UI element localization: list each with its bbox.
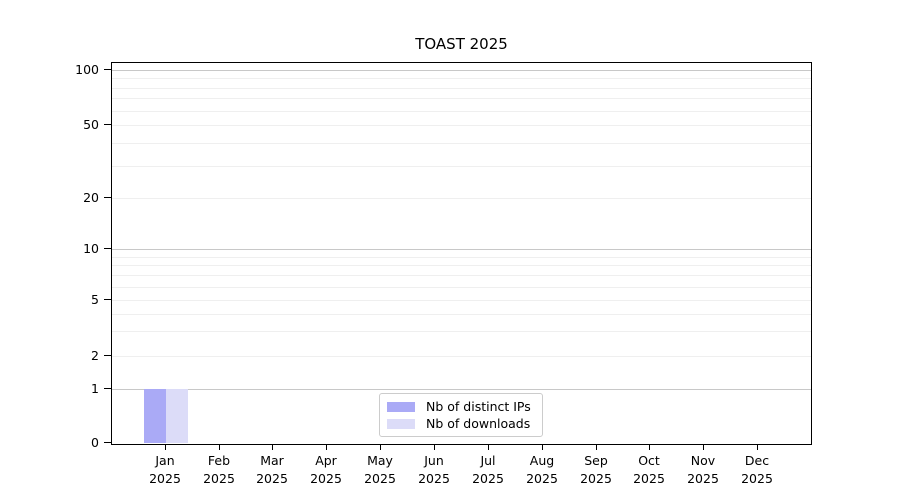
x-tick-month: Mar xyxy=(260,453,284,468)
x-tick-month: Feb xyxy=(207,453,231,468)
x-tick-mark-apr xyxy=(326,444,327,450)
y-tick-mark-0 xyxy=(104,442,111,443)
y-tick-label-1: 1 xyxy=(91,381,99,396)
x-tick-year: 2025 xyxy=(472,471,504,486)
legend-item-downloads: Nb of downloads xyxy=(387,415,535,432)
x-tick-year: 2025 xyxy=(633,471,665,486)
y-tick-mark-1 xyxy=(104,388,111,389)
x-tick-year: 2025 xyxy=(310,471,342,486)
x-tick-label-jan: Jan 2025 xyxy=(133,452,197,488)
x-tick-label-oct: Oct 2025 xyxy=(617,452,681,488)
x-tick-month: Oct xyxy=(638,453,660,468)
legend-label-downloads: Nb of downloads xyxy=(426,415,531,431)
x-tick-month: Sep xyxy=(584,453,608,468)
y-gridline-30 xyxy=(112,166,811,167)
x-tick-mark-aug xyxy=(542,444,543,450)
x-tick-label-nov: Nov 2025 xyxy=(671,452,735,488)
x-tick-label-apr: Apr 2025 xyxy=(294,452,358,488)
x-tick-mark-nov xyxy=(703,444,704,450)
x-tick-year: 2025 xyxy=(149,471,181,486)
y-gridline-8 xyxy=(112,265,811,266)
x-tick-label-may: May 2025 xyxy=(348,452,412,488)
y-gridline-10 xyxy=(112,249,811,250)
x-tick-mark-may xyxy=(380,444,381,450)
x-tick-label-aug: Aug 2025 xyxy=(510,452,574,488)
y-tick-label-10: 10 xyxy=(83,241,99,256)
x-tick-label-dec: Dec 2025 xyxy=(725,452,789,488)
legend-swatch-downloads-icon xyxy=(387,418,415,429)
x-tick-mark-sep xyxy=(596,444,597,450)
y-tick-label-20: 20 xyxy=(83,190,99,205)
y-tick-mark-50 xyxy=(104,124,111,125)
y-tick-label-2: 2 xyxy=(91,348,99,363)
x-tick-month: Jan xyxy=(155,453,175,468)
x-tick-year: 2025 xyxy=(741,471,773,486)
y-tick-mark-5 xyxy=(104,299,111,300)
y-gridline-40 xyxy=(112,143,811,144)
x-tick-month: Jul xyxy=(480,453,496,468)
y-gridline-7 xyxy=(112,275,811,276)
legend-swatch-distinct-ips-icon xyxy=(387,401,415,412)
plot-area xyxy=(111,62,812,445)
x-tick-mark-jul xyxy=(488,444,489,450)
x-tick-year: 2025 xyxy=(364,471,396,486)
y-gridline-20 xyxy=(112,198,811,199)
x-tick-month: May xyxy=(367,453,393,468)
x-tick-label-jul: Jul 2025 xyxy=(456,452,520,488)
y-tick-label-50: 50 xyxy=(83,117,99,132)
y-tick-label-100: 100 xyxy=(75,62,99,77)
y-gridline-6 xyxy=(112,287,811,288)
x-tick-month: Aug xyxy=(529,453,555,468)
y-gridline-4 xyxy=(112,314,811,315)
y-gridline-90 xyxy=(112,78,811,79)
y-gridline-9 xyxy=(112,257,811,258)
x-tick-month: Apr xyxy=(315,453,337,468)
x-tick-mark-feb xyxy=(219,444,220,450)
x-tick-label-mar: Mar 2025 xyxy=(240,452,304,488)
bar-distinct-ips-jan xyxy=(144,389,166,443)
legend: Nb of distinct IPs Nb of downloads xyxy=(379,393,543,437)
y-tick-mark-10 xyxy=(104,248,111,249)
y-gridline-3 xyxy=(112,331,811,332)
y-tick-label-0: 0 xyxy=(91,435,99,450)
legend-label-distinct-ips: Nb of distinct IPs xyxy=(426,398,531,414)
y-tick-mark-100 xyxy=(104,69,111,70)
x-tick-mark-jun xyxy=(434,444,435,450)
x-tick-month: Nov xyxy=(690,453,716,468)
x-tick-year: 2025 xyxy=(580,471,612,486)
y-gridline-1 xyxy=(112,389,811,390)
x-tick-mark-mar xyxy=(272,444,273,450)
x-tick-label-feb: Feb 2025 xyxy=(187,452,251,488)
x-tick-label-jun: Jun 2025 xyxy=(402,452,466,488)
y-tick-mark-20 xyxy=(104,197,111,198)
x-tick-mark-dec xyxy=(757,444,758,450)
x-tick-mark-jan xyxy=(165,444,166,450)
y-gridline-2 xyxy=(112,356,811,357)
x-tick-year: 2025 xyxy=(526,471,558,486)
x-tick-year: 2025 xyxy=(203,471,235,486)
x-tick-label-sep: Sep 2025 xyxy=(564,452,628,488)
chart-title: TOAST 2025 xyxy=(415,35,508,53)
x-tick-month: Jun xyxy=(424,453,444,468)
x-tick-year: 2025 xyxy=(687,471,719,486)
x-tick-month: Dec xyxy=(744,453,770,468)
bar-downloads-jan xyxy=(166,389,188,443)
y-gridline-70 xyxy=(112,98,811,99)
x-tick-year: 2025 xyxy=(256,471,288,486)
y-tick-mark-2 xyxy=(104,355,111,356)
y-gridline-100 xyxy=(112,70,811,71)
x-tick-mark-oct xyxy=(649,444,650,450)
y-gridline-50 xyxy=(112,125,811,126)
y-gridline-80 xyxy=(112,88,811,89)
legend-item-distinct-ips: Nb of distinct IPs xyxy=(387,398,535,415)
y-tick-label-5: 5 xyxy=(91,292,99,307)
x-tick-year: 2025 xyxy=(418,471,450,486)
y-gridline-60 xyxy=(112,111,811,112)
y-gridline-5 xyxy=(112,300,811,301)
